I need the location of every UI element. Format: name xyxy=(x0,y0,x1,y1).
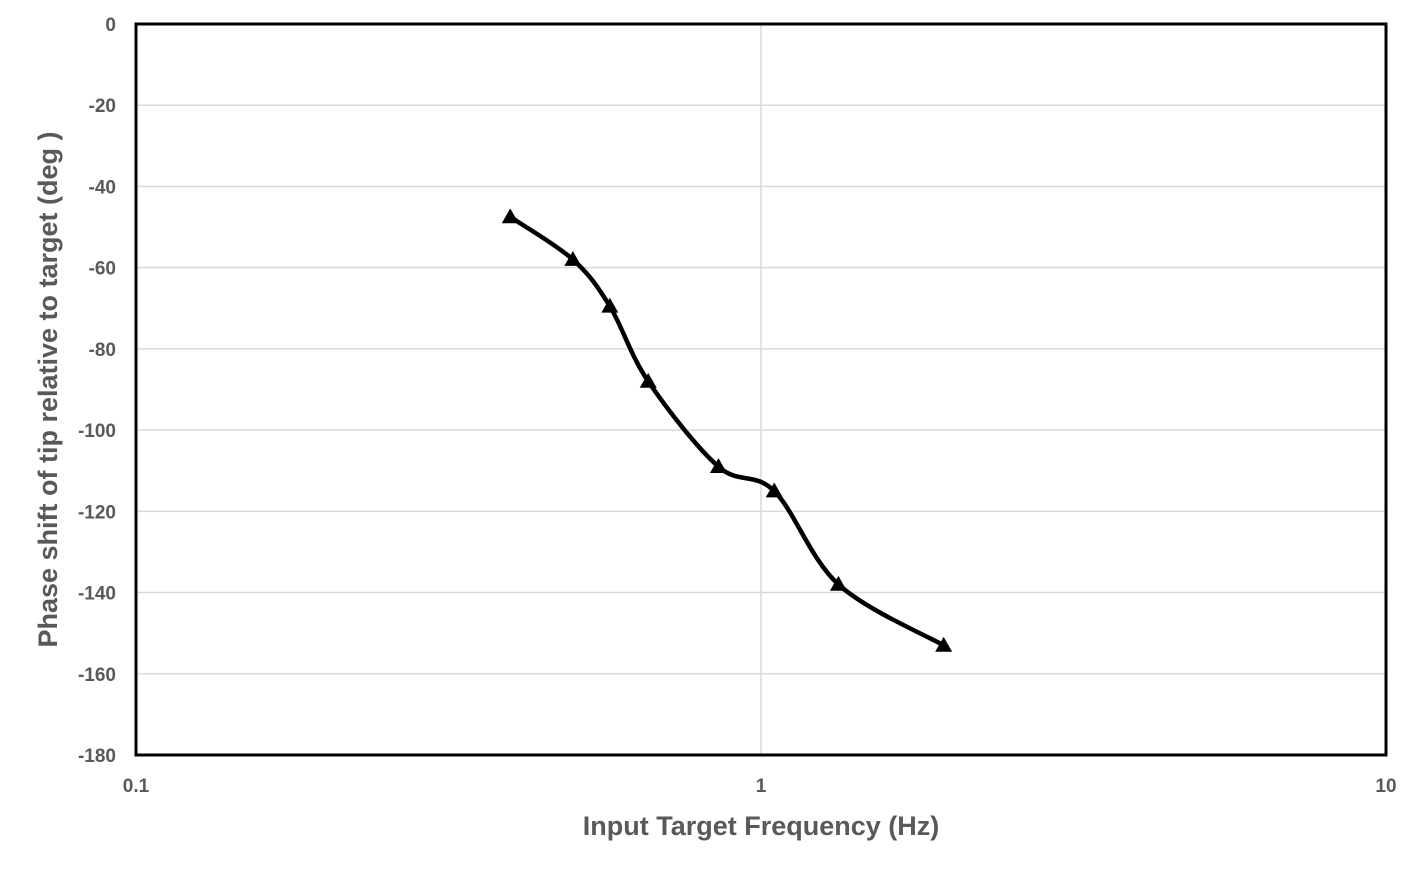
x-axis-ticks: 0.1 1 10 xyxy=(123,776,1397,797)
y-tick-label: -100 xyxy=(78,421,116,442)
data-point-marker xyxy=(639,372,657,388)
series-layer xyxy=(501,208,953,652)
data-point-marker xyxy=(709,458,727,474)
x-axis-title: Input Target Frequency (Hz) xyxy=(583,811,940,841)
x-tick-label: 1 xyxy=(756,776,767,797)
y-tick-label: -80 xyxy=(89,340,116,361)
y-axis-ticks: 0 -20 -40 -60 -80 -100 -120 -140 -160 -180 xyxy=(78,15,116,767)
x-tick-label: 0.1 xyxy=(123,776,150,797)
data-point-marker xyxy=(829,575,847,591)
y-tick-label: -60 xyxy=(89,259,116,280)
data-point-marker xyxy=(601,297,619,313)
plot-area-border xyxy=(134,22,1388,757)
y-tick-label: -140 xyxy=(78,584,116,605)
y-tick-label: -40 xyxy=(89,177,116,198)
data-point-marker xyxy=(765,482,783,498)
data-point-marker xyxy=(564,251,582,266)
data-point-marker xyxy=(935,636,953,652)
x-tick-label: 10 xyxy=(1375,776,1396,797)
gridlines xyxy=(136,24,1386,755)
y-axis-title: Phase shift of tip relative to target (d… xyxy=(33,131,63,647)
y-tick-label: -180 xyxy=(78,746,116,767)
y-tick-label: -120 xyxy=(78,502,116,523)
y-tick-label: -20 xyxy=(89,96,116,117)
data-point-marker xyxy=(501,208,519,224)
y-tick-label: -160 xyxy=(78,665,116,686)
y-tick-label: 0 xyxy=(105,15,116,36)
